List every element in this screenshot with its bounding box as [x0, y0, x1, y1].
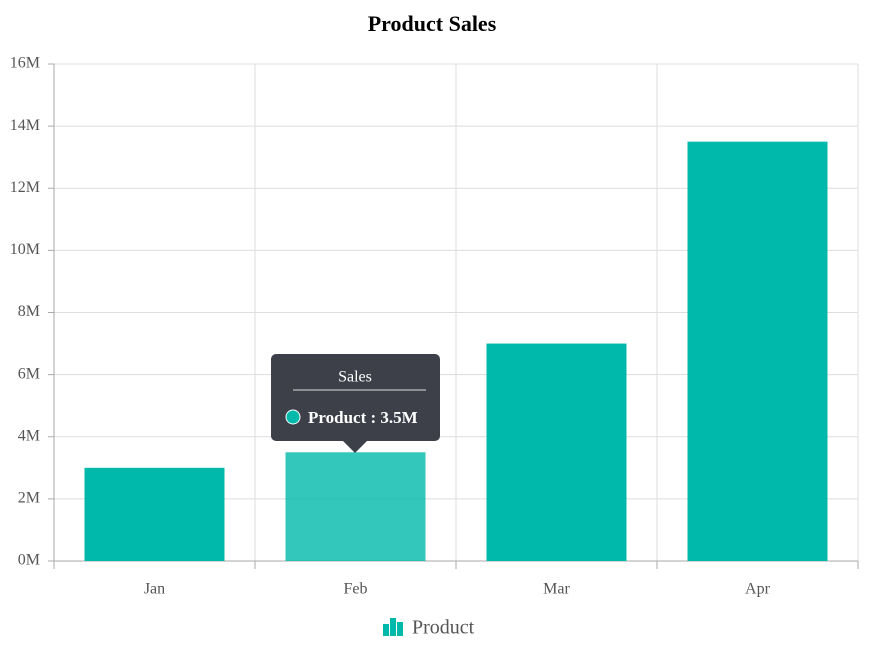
legend-icon	[383, 624, 389, 636]
bar[interactable]	[84, 467, 225, 561]
x-tick-label: Jan	[144, 581, 165, 598]
y-tick-label: 16M	[10, 55, 40, 72]
tooltip-tail	[343, 441, 367, 453]
legend-icon	[390, 618, 396, 636]
tooltip-marker	[285, 409, 301, 425]
tooltip-box	[271, 354, 440, 441]
bar[interactable]	[486, 343, 627, 561]
tooltip-title: Sales	[338, 369, 372, 386]
y-tick-label: 8M	[18, 303, 40, 320]
y-tick-label: 0M	[18, 552, 40, 569]
y-tick-label: 12M	[10, 179, 40, 196]
legend-icon	[397, 622, 403, 636]
y-tick-label: 14M	[10, 117, 40, 134]
x-tick-label: Apr	[745, 581, 771, 598]
legend-label: Product	[412, 617, 475, 639]
bar[interactable]	[285, 452, 426, 561]
bar[interactable]	[687, 141, 828, 561]
chart-title: Product Sales	[368, 11, 497, 36]
y-tick-label: 10M	[10, 241, 40, 258]
plot-area: 0M 2M 4M 6M 8M 10M 12M 14M 16M Jan Feb Mar Apr Produc…	[10, 55, 859, 639]
y-tick-label: 2M	[18, 490, 40, 507]
x-tick-label: Feb	[344, 581, 368, 598]
x-tick-label: Mar	[543, 581, 570, 598]
y-tick-label: 4M	[18, 427, 40, 444]
y-tick-label: 6M	[18, 365, 40, 382]
tooltip-text: Product : 3.5M	[308, 408, 418, 427]
tooltip: Sales Product : 3.5M	[271, 354, 440, 453]
